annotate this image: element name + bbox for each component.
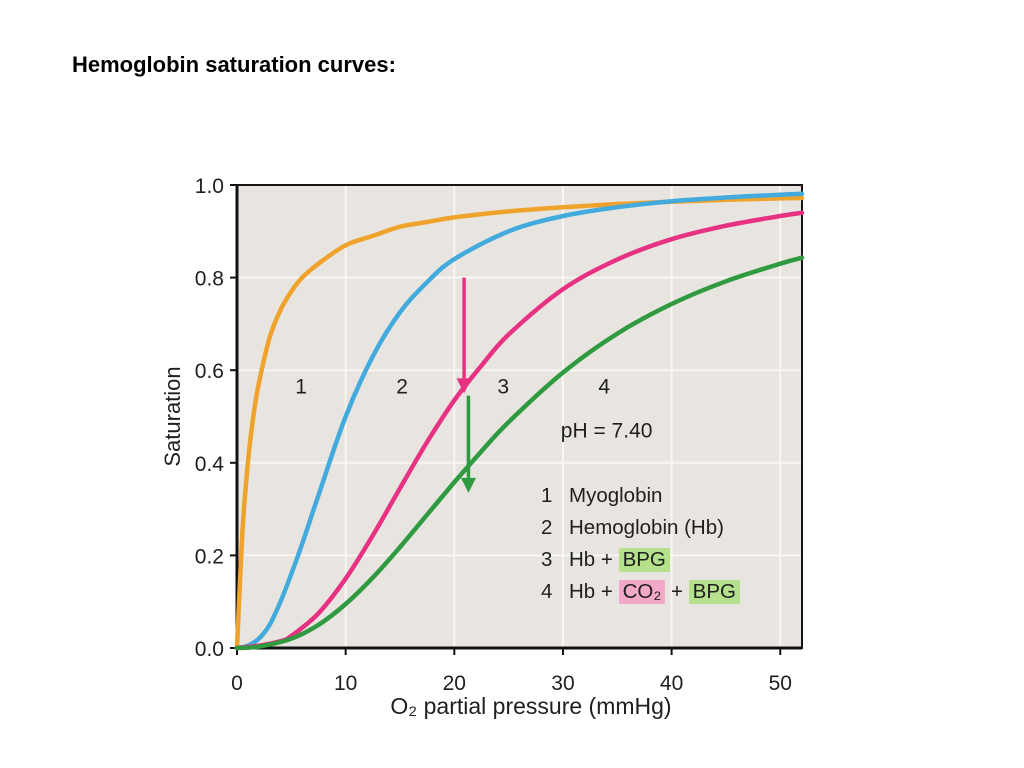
shift-arrowhead-2 — [460, 477, 476, 493]
y-tick-label: 0.0 — [195, 638, 224, 661]
legend-item-number: 4 — [541, 580, 553, 603]
curve-label-4: 4 — [598, 375, 610, 398]
legend-item-number: 1 — [541, 484, 553, 507]
legend-item-label: Hb + CO₂ + BPG — [569, 580, 740, 604]
curve-4 — [234, 255, 805, 651]
chart-canvas: 0 10 20 30 40 50 0.0 0.2 0.4 0.6 0.8 1.0 Saturation O… — [163, 175, 805, 719]
legend-item-3: 3 Hb + BPG — [541, 544, 740, 576]
curve-label-3: 3 — [497, 375, 509, 398]
ph-annotation: pH = 7.40 — [561, 419, 653, 442]
chart-legend: 1 Myoglobin 2 Hemoglobin (Hb) 3 Hb + BPG 4 Hb +… — [541, 480, 740, 608]
legend-item-label: Hb + BPG — [569, 548, 670, 572]
legend-item-number: 3 — [541, 548, 553, 571]
x-tick-label: 0 — [231, 672, 243, 695]
y-tick-label: 0.4 — [195, 453, 225, 476]
x-tick-label: 50 — [769, 672, 792, 695]
legend-item-1: 1 Myoglobin — [541, 480, 740, 512]
y-tick-label: 0.2 — [195, 545, 224, 568]
y-tick-label: 0.8 — [195, 268, 224, 291]
legend-item-label: Myoglobin — [569, 484, 663, 507]
slide-title: Hemoglobin saturation curves: — [72, 52, 396, 77]
y-axis-label: Saturation — [163, 366, 185, 466]
y-tick-label: 0.6 — [195, 360, 224, 383]
y-tick-label: 1.0 — [195, 175, 224, 198]
curve-label-1: 1 — [295, 375, 307, 398]
legend-item-4: 4 Hb + CO₂ + BPG — [541, 576, 740, 608]
x-tick-label: 40 — [660, 672, 683, 695]
x-tick-label: 10 — [334, 672, 357, 695]
x-tick-label: 20 — [443, 672, 466, 695]
x-axis-label: O₂ partial pressure (mmHg) — [390, 693, 671, 719]
legend-item-label: Hemoglobin (Hb) — [569, 516, 724, 539]
curve-label-2: 2 — [396, 375, 408, 398]
plot-area — [237, 185, 802, 648]
shift-arrowhead-1 — [456, 378, 472, 394]
hemoglobin-saturation-chart: 0 10 20 30 40 50 0.0 0.2 0.4 0.6 0.8 1.0 Saturation O… — [163, 158, 823, 748]
legend-item-2: 2 Hemoglobin (Hb) — [541, 512, 740, 544]
x-tick-label: 30 — [551, 672, 574, 695]
curve-2 — [234, 191, 805, 651]
legend-item-number: 2 — [541, 516, 553, 539]
